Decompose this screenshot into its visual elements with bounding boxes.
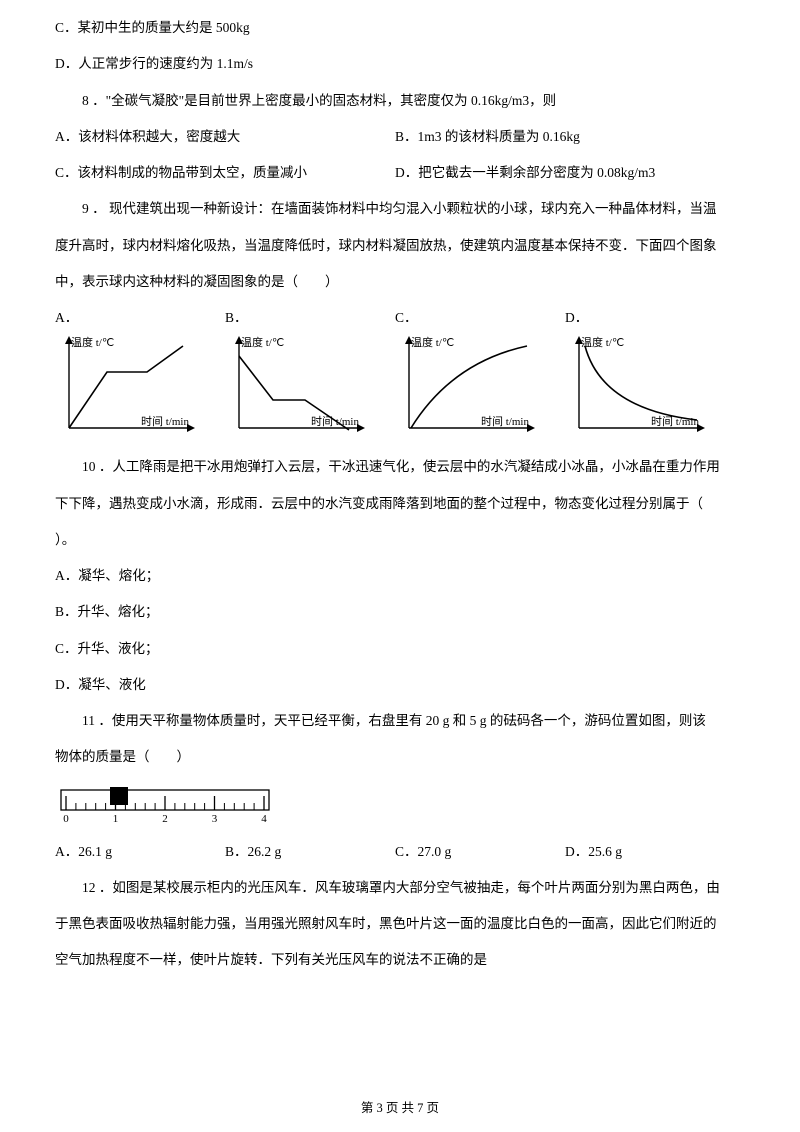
q9-chart-c-block: C． 温度 t/℃ 时间 t/min: [395, 308, 565, 437]
svg-text:4: 4: [261, 813, 267, 824]
q9-d-label: D．: [565, 308, 735, 328]
q9-chart-d-block: D． 温度 t/℃时间 t/min: [565, 308, 735, 437]
q9-c-label: C．: [395, 308, 565, 328]
q8-row2: C．该材料制成的物品带到太空，质量减小 D．把它截去一半剩余部分密度为 0.08…: [55, 163, 745, 183]
q11-b: B．26.2 g: [225, 842, 395, 862]
q8-a: A．该材料体积越大，密度越大: [55, 127, 395, 147]
q8-c: C．该材料制成的物品带到太空，质量减小: [55, 163, 395, 183]
svg-text:3: 3: [212, 813, 218, 824]
q7-option-c: C．某初中生的质量大约是 500kg: [55, 18, 745, 38]
svg-text:温度 t/℃: 温度 t/℃: [581, 335, 624, 349]
q9-a-label: A．: [55, 308, 225, 328]
svg-text:温度 t/℃: 温度 t/℃: [411, 335, 454, 349]
q9-chart-d: 温度 t/℃时间 t/min: [565, 332, 715, 437]
q10-b: B．升华、熔化；: [55, 602, 745, 622]
q8-row1: A．该材料体积越大，密度越大 B．1m3 的该材料质量为 0.16kg: [55, 127, 745, 147]
q9-stem-l1: 9 ． 现代建筑出现一种新设计：在墙面装饰材料中均匀混入小颗粒状的小球，球内充入…: [55, 199, 745, 219]
q10-d: D．凝华、液化: [55, 675, 745, 695]
svg-text:温度 t/℃: 温度 t/℃: [71, 335, 114, 349]
q11-stem-l1: 11 ．使用天平称量物体质量时，天平已经平衡，右盘里有 20 g 和 5 g 的…: [55, 711, 745, 731]
q8-b: B．1m3 的该材料质量为 0.16kg: [395, 127, 580, 147]
q11-a: A．26.1 g: [55, 842, 225, 862]
q9-stem-l3: 中，表示球内这种材料的凝固图象的是（ ）: [55, 272, 745, 292]
q11-stem-l2: 物体的质量是（ ）: [55, 747, 745, 767]
q11-ruler: 0 1 2 3 4: [55, 784, 275, 824]
q9-chart-a-block: A． 温度 t/℃ 时间 t/min: [55, 308, 225, 437]
q7-option-d: D．人正常步行的速度约为 1.1m/s: [55, 54, 745, 74]
q10-stem-l2: 下下降，遇热变成小水滴，形成雨．云层中的水汽变成雨降落到地面的整个过程中，物态变…: [55, 494, 745, 514]
q9-chart-a: 温度 t/℃ 时间 t/min: [55, 332, 205, 437]
q9-stem-l2: 度升高时，球内材料熔化吸热，当温度降低时，球内材料凝固放热，使建筑内温度基本保持…: [55, 236, 745, 256]
q8-d: D．把它截去一半剩余部分密度为 0.08kg/m3: [395, 163, 655, 183]
q9-chart-c: 温度 t/℃ 时间 t/min: [395, 332, 545, 437]
svg-text:1: 1: [113, 813, 119, 824]
page-footer: 第 3 页 共 7 页: [0, 1099, 800, 1118]
svg-text:时间 t/min: 时间 t/min: [141, 415, 189, 428]
q11-ruler-row: 0 1 2 3 4: [55, 784, 745, 824]
q11-options: A．26.1 g B．26.2 g C．27.0 g D．25.6 g: [55, 842, 745, 862]
svg-text:2: 2: [162, 813, 168, 824]
q12-stem-l3: 空气加热程度不一样，使叶片旋转．下列有关光压风车的说法不正确的是: [55, 950, 745, 970]
q12-stem-l2: 于黑色表面吸收热辐射能力强，当用强光照射风车时，黑色叶片这一面的温度比白色的一面…: [55, 914, 745, 934]
svg-text:0: 0: [63, 813, 69, 824]
svg-text:时间 t/min: 时间 t/min: [481, 415, 529, 428]
q9-chart-b-block: B． 温度 t/℃时间 t/min: [225, 308, 395, 437]
q9-b-label: B．: [225, 308, 395, 328]
q10-stem-l1: 10 ．人工降雨是把干冰用炮弹打入云层，干冰迅速气化，使云层中的水汽凝结成小冰晶…: [55, 457, 745, 477]
q10-c: C．升华、液化；: [55, 639, 745, 659]
q9-charts: A． 温度 t/℃时间 t/min B． 温度 t/℃时间 t/min C． 温…: [55, 308, 745, 437]
q10-stem-l3: ）。: [55, 530, 745, 550]
q11-d: D．25.6 g: [565, 842, 735, 862]
q12-stem-l1: 12 ．如图是某校展示柜内的光压风车．风车玻璃罩内大部分空气被抽走，每个叶片两面…: [55, 878, 745, 898]
q9-chart-b: 温度 t/℃时间 t/min: [225, 332, 375, 437]
q11-c: C．27.0 g: [395, 842, 565, 862]
svg-text:温度 t/℃: 温度 t/℃: [241, 335, 284, 349]
q10-a: A．凝华、熔化；: [55, 566, 745, 586]
q8-stem: 8 ．"全碳气凝胶"是目前世界上密度最小的固态材料，其密度仅为 0.16kg/m…: [55, 91, 745, 111]
